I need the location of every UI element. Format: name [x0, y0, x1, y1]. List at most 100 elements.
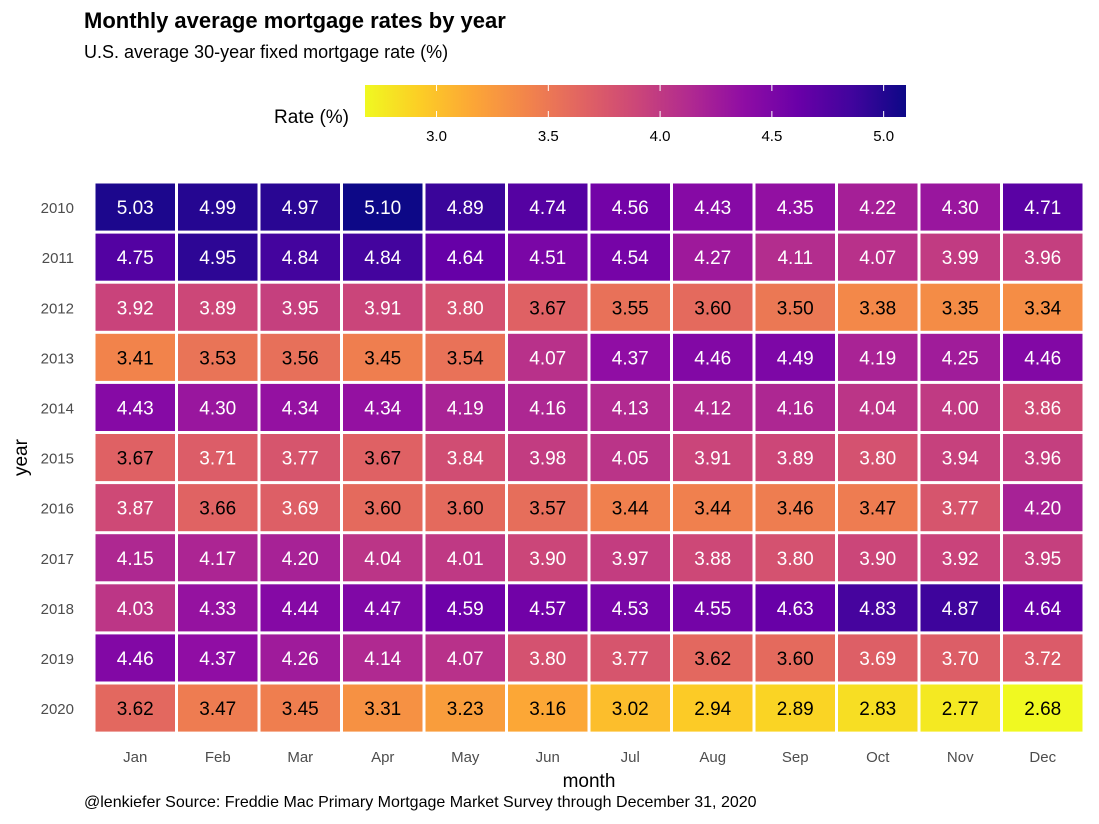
heatmap-cell [260, 434, 340, 482]
cell-value-label: 4.07 [447, 649, 484, 670]
cell-value-label: 4.84 [364, 248, 401, 269]
cell-value-label: 4.01 [447, 549, 484, 570]
cell-value-label: 3.44 [694, 499, 731, 520]
cell-value-label: 3.70 [942, 649, 979, 670]
cell-value-label: 4.34 [364, 398, 401, 419]
heatmap-cell [343, 333, 423, 381]
heatmap-cell [755, 434, 835, 482]
cell-value-label: 2.77 [942, 699, 979, 720]
cell-value-label: 2.68 [1024, 699, 1061, 720]
cell-value-label: 3.60 [447, 499, 484, 520]
cell-value-label: 4.71 [1024, 198, 1061, 219]
heatmap-cell [260, 484, 340, 532]
cell-value-label: 4.34 [282, 398, 319, 419]
cell-value-label: 3.95 [1024, 549, 1061, 570]
heatmap-cell [343, 534, 423, 582]
heatmap-cell [260, 383, 340, 431]
heatmap-cell [755, 484, 835, 532]
cell-value-label: 3.31 [364, 699, 401, 720]
cell-value-label: 3.89 [199, 298, 236, 319]
cell-value-label: 4.55 [694, 599, 731, 620]
heatmap-cell [1003, 283, 1083, 331]
heatmap-cell [260, 634, 340, 682]
cell-value-label: 4.43 [694, 198, 731, 219]
heatmap-cell [425, 684, 505, 732]
cell-value-label: 4.03 [117, 599, 154, 620]
cell-value-label: 3.41 [117, 348, 154, 369]
heatmap-cell [508, 383, 588, 431]
heatmap-cell [508, 183, 588, 231]
cell-value-label: 3.02 [612, 699, 649, 720]
cell-value-label: 4.25 [942, 348, 979, 369]
heatmap-cell [1003, 484, 1083, 532]
cell-value-label: 3.97 [612, 549, 649, 570]
heatmap-axes: 2010 2011 2012 2013 2014 2015 2016 2017 2018 2019… [11, 200, 1057, 790]
y-axis-title: year [11, 438, 32, 476]
cell-value-label: 4.17 [199, 549, 236, 570]
heatmap-cell [1003, 333, 1083, 381]
heatmap-cell [260, 684, 340, 732]
cell-value-label: 4.19 [859, 348, 896, 369]
cell-value-label: 4.13 [612, 398, 649, 419]
cell-value-label: 3.95 [282, 298, 319, 319]
x-tick-label: Aug [699, 749, 726, 766]
cell-value-label: 3.84 [447, 449, 484, 470]
cell-value-label: 4.47 [364, 599, 401, 620]
cell-value-label: 4.87 [942, 599, 979, 620]
heatmap-cell [343, 383, 423, 431]
cell-value-label: 4.46 [117, 649, 154, 670]
heatmap-cell [755, 233, 835, 281]
cell-value-label: 3.80 [859, 449, 896, 470]
y-tick-label: 2020 [41, 701, 74, 718]
heatmap-cell [1003, 383, 1083, 431]
cell-value-label: 4.04 [364, 549, 401, 570]
cell-value-label: 3.72 [1024, 649, 1061, 670]
heatmap-cell [343, 584, 423, 632]
heatmap-cell [178, 283, 258, 331]
cell-value-label: 4.30 [942, 198, 979, 219]
heatmap-cell [838, 584, 918, 632]
cell-value-label: 3.77 [282, 449, 319, 470]
cell-value-label: 3.67 [529, 298, 566, 319]
heatmap-cell [95, 434, 175, 482]
cell-value-label: 2.89 [777, 699, 814, 720]
legend-tick-label: 3.0 [426, 128, 447, 145]
cell-value-label: 3.55 [612, 298, 649, 319]
heatmap-cell [425, 584, 505, 632]
heatmap-cell [590, 584, 670, 632]
heatmap-cell [178, 434, 258, 482]
heatmap-cell [1003, 584, 1083, 632]
heatmap-cell [755, 634, 835, 682]
heatmap-cell [508, 233, 588, 281]
cell-value-label: 3.57 [529, 499, 566, 520]
heatmap-cell [673, 283, 753, 331]
cell-value-label: 3.90 [529, 549, 566, 570]
heatmap-cell [838, 434, 918, 482]
cell-value-label: 4.05 [612, 449, 649, 470]
cell-value-label: 4.46 [694, 348, 731, 369]
heatmap-cell [343, 684, 423, 732]
cell-value-label: 4.64 [447, 248, 484, 269]
x-tick-label: May [451, 749, 480, 766]
heatmap-cell [343, 484, 423, 532]
cell-value-label: 4.44 [282, 599, 319, 620]
legend-tick-label: 4.0 [650, 128, 671, 145]
legend-tick-label: 3.5 [538, 128, 559, 145]
heatmap-cell [178, 684, 258, 732]
cell-value-label: 4.54 [612, 248, 649, 269]
heatmap-cell [920, 484, 1000, 532]
cell-value-label: 4.43 [117, 398, 154, 419]
legend-tick-label: 5.0 [873, 128, 894, 145]
cell-value-label: 3.66 [199, 499, 236, 520]
x-tick-label: Feb [205, 749, 231, 766]
heatmap-cell [590, 283, 670, 331]
heatmap-cell [1003, 634, 1083, 682]
cell-value-label: 3.91 [694, 449, 731, 470]
cell-value-label: 2.94 [694, 699, 731, 720]
heatmap-cell [425, 434, 505, 482]
x-tick-label: Jul [621, 749, 640, 766]
heatmap-cell [178, 183, 258, 231]
heatmap-cell [920, 233, 1000, 281]
heatmap-cell [508, 333, 588, 381]
y-tick-label: 2018 [41, 601, 74, 618]
